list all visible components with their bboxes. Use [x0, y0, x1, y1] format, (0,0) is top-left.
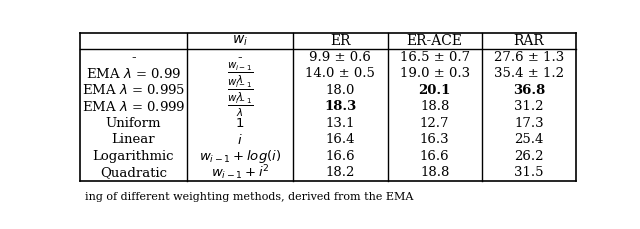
Text: 18.8: 18.8: [420, 166, 449, 179]
Text: $1$: $1$: [236, 117, 244, 130]
Text: ER-ACE: ER-ACE: [406, 34, 463, 48]
Text: 17.3: 17.3: [514, 117, 544, 130]
Text: 19.0 ± 0.3: 19.0 ± 0.3: [399, 67, 470, 80]
Text: 9.9 ± 0.6: 9.9 ± 0.6: [310, 51, 371, 64]
Text: 31.2: 31.2: [514, 100, 543, 113]
Text: $\frac{w_{i-1}}{\lambda}$: $\frac{w_{i-1}}{\lambda}$: [227, 78, 253, 103]
Text: 35.4 ± 1.2: 35.4 ± 1.2: [494, 67, 564, 80]
Text: Quadratic: Quadratic: [100, 166, 167, 179]
Text: RAR: RAR: [513, 34, 544, 48]
Text: $w_i$: $w_i$: [232, 34, 248, 48]
Text: Linear: Linear: [111, 133, 155, 146]
Text: 18.0: 18.0: [326, 84, 355, 97]
Text: 18.2: 18.2: [326, 166, 355, 179]
Text: $w_{i-1}+i^2$: $w_{i-1}+i^2$: [211, 163, 269, 182]
Text: $\frac{w_{i-1}}{\lambda}$: $\frac{w_{i-1}}{\lambda}$: [227, 61, 253, 87]
Text: ing of different weighting methods, derived from the EMA: ing of different weighting methods, deri…: [85, 192, 413, 202]
Text: 16.6: 16.6: [420, 150, 449, 163]
Text: 16.4: 16.4: [326, 133, 355, 146]
Text: 20.1: 20.1: [419, 84, 451, 97]
Text: 16.6: 16.6: [326, 150, 355, 163]
Text: 12.7: 12.7: [420, 117, 449, 130]
Text: EMA $\lambda$ = 0.995: EMA $\lambda$ = 0.995: [82, 83, 185, 97]
Text: 18.3: 18.3: [324, 100, 356, 113]
Text: ER: ER: [330, 34, 351, 48]
Text: $i$: $i$: [237, 133, 243, 147]
Text: Logarithmic: Logarithmic: [93, 150, 174, 163]
Text: 16.3: 16.3: [420, 133, 449, 146]
Text: -: -: [131, 51, 136, 64]
Text: 26.2: 26.2: [514, 150, 543, 163]
Text: Uniform: Uniform: [106, 117, 161, 130]
Text: 18.8: 18.8: [420, 100, 449, 113]
Text: 31.5: 31.5: [514, 166, 543, 179]
Text: 13.1: 13.1: [326, 117, 355, 130]
Text: $w_{i-1}+log(i)$: $w_{i-1}+log(i)$: [199, 148, 281, 165]
Text: 27.6 ± 1.3: 27.6 ± 1.3: [493, 51, 564, 64]
Text: 14.0 ± 0.5: 14.0 ± 0.5: [305, 67, 375, 80]
Text: $\frac{w_{i-1}}{\lambda}$: $\frac{w_{i-1}}{\lambda}$: [227, 94, 253, 119]
Text: EMA $\lambda$ = 0.999: EMA $\lambda$ = 0.999: [81, 100, 185, 114]
Text: 36.8: 36.8: [513, 84, 545, 97]
Text: 16.5 ± 0.7: 16.5 ± 0.7: [399, 51, 470, 64]
Text: 25.4: 25.4: [514, 133, 543, 146]
Text: -: -: [237, 51, 243, 64]
Text: EMA $\lambda$ = 0.99: EMA $\lambda$ = 0.99: [86, 67, 181, 81]
